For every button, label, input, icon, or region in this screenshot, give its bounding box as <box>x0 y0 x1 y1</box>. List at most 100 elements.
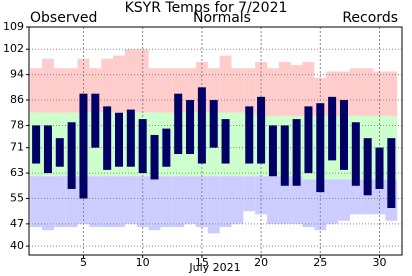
observed-bar <box>221 119 230 164</box>
y-tick-label: 71 <box>10 141 24 154</box>
y-tick-label: 63 <box>10 166 24 179</box>
observed-bar <box>79 93 88 199</box>
observed-bar <box>209 100 218 148</box>
record-high-band <box>113 55 125 113</box>
observed-bar <box>351 122 360 186</box>
observed-bar <box>328 96 337 161</box>
observed-bar <box>375 147 384 189</box>
record-high-band <box>373 71 386 116</box>
record-low-band <box>172 176 185 228</box>
record-low-band <box>207 176 220 234</box>
y-tick-label: 86 <box>10 93 24 106</box>
x-tick-label: 20 <box>254 256 268 269</box>
observed-bar <box>245 106 254 164</box>
x-tick-label: 5 <box>80 256 87 269</box>
record-high-band <box>77 58 90 113</box>
record-low-band <box>89 176 102 228</box>
observed-bar <box>339 100 348 170</box>
record-low-band <box>160 176 173 228</box>
x-tick-label: 15 <box>195 256 209 269</box>
record-low-band <box>290 176 303 224</box>
y-tick-label: 94 <box>10 68 24 81</box>
record-low-band <box>53 176 66 228</box>
observed-bar <box>363 138 372 196</box>
record-high-band <box>278 61 291 116</box>
x-tick-label: 30 <box>373 256 387 269</box>
record-high-band <box>160 68 173 113</box>
record-low-band <box>148 176 161 231</box>
observed-bar <box>197 87 206 164</box>
x-tick-label: 25 <box>313 256 327 269</box>
record-high-band <box>361 68 374 116</box>
observed-bar <box>91 93 100 148</box>
record-low-band <box>124 176 137 224</box>
record-high-band <box>338 71 350 116</box>
record-low-band <box>101 176 114 228</box>
x-tick-label: 10 <box>136 256 150 269</box>
observed-bar <box>67 122 76 189</box>
record-low-band <box>278 176 291 224</box>
record-high-band <box>243 68 256 113</box>
y-tick-label: 109 <box>3 20 24 33</box>
record-high-band <box>302 61 315 116</box>
y-tick-label: 40 <box>10 239 24 252</box>
record-low-band <box>361 179 374 215</box>
record-low-band <box>338 179 350 221</box>
y-tick-label: 78 <box>10 118 24 131</box>
observed-bar <box>316 103 325 193</box>
y-tick-label: 55 <box>10 191 24 204</box>
record-high-band <box>42 58 54 113</box>
record-low-band <box>326 179 339 224</box>
observed-bar <box>103 106 112 170</box>
observed-bar <box>292 119 301 186</box>
legend-entry: Observed <box>30 10 97 26</box>
record-low-band <box>231 176 244 224</box>
plot-frame <box>28 26 403 256</box>
record-high-band <box>385 71 398 116</box>
record-high-band <box>89 68 102 113</box>
record-high-band <box>101 58 114 113</box>
record-high-band <box>267 68 279 116</box>
record-low-band <box>136 176 149 228</box>
y-tick-label: 102 <box>3 42 24 55</box>
record-low-band <box>42 176 54 231</box>
record-high-band <box>231 68 244 113</box>
record-low-band <box>195 176 208 228</box>
observed-bar <box>280 125 289 186</box>
observed-bar <box>32 125 41 164</box>
record-high-band <box>53 68 66 113</box>
record-high-band <box>326 71 339 116</box>
normal-band <box>231 112 244 177</box>
record-low-band <box>184 176 196 224</box>
record-high-band <box>65 68 78 113</box>
record-low-band <box>243 176 256 212</box>
record-low-band <box>30 176 43 228</box>
observed-bar <box>304 106 313 174</box>
record-low-band <box>302 179 315 228</box>
record-low-band <box>349 179 362 215</box>
record-low-band <box>113 176 125 228</box>
observed-bar <box>114 112 123 167</box>
record-high-band <box>349 68 362 116</box>
x-axis-label: July 2021 <box>188 261 240 274</box>
record-high-band <box>172 68 185 113</box>
observed-bar <box>174 93 183 155</box>
observed-bar <box>268 125 277 177</box>
record-low-band <box>219 176 232 228</box>
record-low-band <box>267 176 279 224</box>
chart-title: KSYR Temps for 7/2021 <box>125 0 288 16</box>
legend-entry: Normals <box>193 10 251 26</box>
record-high-band <box>30 68 43 113</box>
observed-bar <box>162 128 171 167</box>
observed-bar <box>150 134 159 180</box>
observed-bar <box>138 119 147 174</box>
record-high-band <box>207 68 220 113</box>
observed-bar <box>387 138 396 209</box>
observed-bar <box>126 109 135 167</box>
record-high-band <box>290 65 303 116</box>
y-tick-label: 47 <box>10 217 24 230</box>
observed-bar <box>186 100 195 155</box>
observed-bar <box>43 125 52 174</box>
legend-entry: Records <box>342 10 398 26</box>
